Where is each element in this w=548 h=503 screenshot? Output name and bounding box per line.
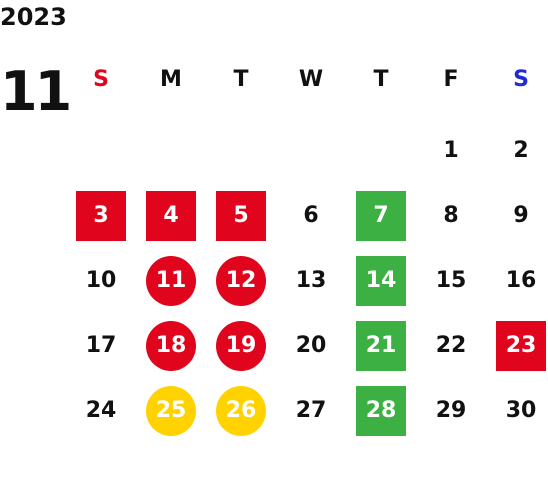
day-number: 15 (435, 267, 467, 293)
weekday-thursday: T (373, 67, 389, 92)
day-number: 25 (146, 385, 196, 436)
day-number: 16 (505, 267, 537, 293)
day-number: 3 (76, 190, 126, 241)
weekday-friday: F (443, 67, 459, 92)
day-cell: 26 (206, 378, 276, 443)
day-number: 30 (505, 397, 537, 423)
day-cell: 10 (66, 248, 136, 313)
day-number: 12 (216, 255, 266, 306)
month-number: 11 (0, 60, 72, 123)
day-cell: 29 (416, 378, 486, 443)
weekday-header: S M T W T F S (66, 62, 548, 98)
day-number: 29 (435, 397, 467, 423)
day-cell: 28 (346, 378, 416, 443)
day-number: 10 (85, 267, 117, 293)
day-number: 23 (496, 320, 546, 371)
day-number: 21 (356, 320, 406, 371)
day-number: 20 (295, 332, 327, 358)
day-number: 8 (443, 202, 459, 228)
year-label: 2023 (0, 3, 67, 31)
weekday-sunday: S (93, 67, 109, 92)
day-number: 13 (295, 267, 327, 293)
day-number: 26 (216, 385, 266, 436)
day-number: 28 (356, 385, 406, 436)
day-cell: 21 (346, 313, 416, 378)
day-cell: 24 (66, 378, 136, 443)
weekday-tuesday: T (233, 67, 249, 92)
day-cell: 13 (276, 248, 346, 313)
day-number: 5 (216, 190, 266, 241)
day-number: 7 (356, 190, 406, 241)
day-number: 14 (356, 255, 406, 306)
weekday-saturday: S (513, 67, 529, 92)
day-number: 1 (443, 137, 459, 163)
calendar-grid: 1 2 3 4 5 6 7 8 9 10 11 12 13 14 15 16 17 18 19 20 21 22 23 24 2… (66, 118, 548, 448)
day-cell: 23 (486, 313, 548, 378)
day-cell: 14 (346, 248, 416, 313)
day-number: 22 (435, 332, 467, 358)
day-number: 2 (513, 137, 529, 163)
day-cell: 20 (276, 313, 346, 378)
day-cell: 11 (136, 248, 206, 313)
day-cell: 25 (136, 378, 206, 443)
day-number: 18 (146, 320, 196, 371)
day-cell: 7 (346, 183, 416, 248)
day-cell: 16 (486, 248, 548, 313)
day-cell: 30 (486, 378, 548, 443)
day-cell: 8 (416, 183, 486, 248)
day-cell: 18 (136, 313, 206, 378)
day-cell: 15 (416, 248, 486, 313)
day-number: 17 (85, 332, 117, 358)
day-cell: 1 (416, 118, 486, 183)
day-number: 27 (295, 397, 327, 423)
day-cell: 2 (486, 118, 548, 183)
day-cell: 3 (66, 183, 136, 248)
day-cell: 19 (206, 313, 276, 378)
day-cell: 6 (276, 183, 346, 248)
day-cell: 22 (416, 313, 486, 378)
day-cell: 4 (136, 183, 206, 248)
day-number: 11 (146, 255, 196, 306)
weekday-monday: M (160, 67, 182, 92)
day-cell: 17 (66, 313, 136, 378)
day-cell: 9 (486, 183, 548, 248)
day-number: 4 (146, 190, 196, 241)
day-number: 19 (216, 320, 266, 371)
day-cell: 12 (206, 248, 276, 313)
day-number: 9 (513, 202, 529, 228)
weekday-wednesday: W (298, 67, 324, 92)
day-cell: 27 (276, 378, 346, 443)
day-number: 6 (303, 202, 319, 228)
day-cell: 5 (206, 183, 276, 248)
day-number: 24 (85, 397, 117, 423)
